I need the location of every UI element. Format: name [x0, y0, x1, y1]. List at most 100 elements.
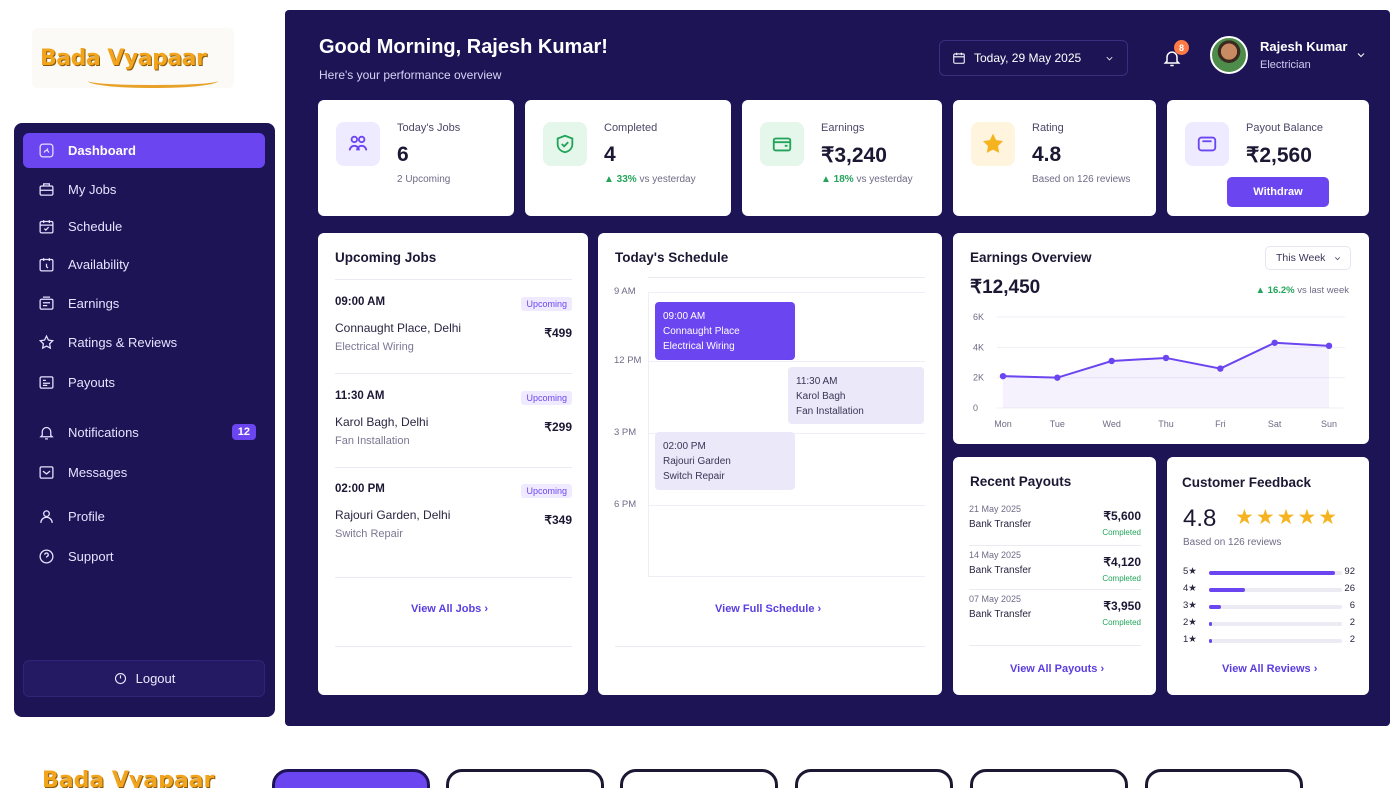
- card-title: Recent Payouts: [970, 474, 1072, 489]
- page-subtitle: Here's your performance overview: [319, 68, 502, 82]
- schedule-event[interactable]: 11:30 AM Karol Bagh Fan Installation: [788, 367, 924, 424]
- period-select[interactable]: This Week: [1265, 246, 1351, 270]
- rating-row: 1★ 2: [1183, 634, 1355, 645]
- bottom-thumbnail[interactable]: [446, 769, 604, 788]
- sidebar-item-label: Messages: [68, 465, 128, 480]
- withdraw-button[interactable]: Withdraw: [1227, 177, 1329, 207]
- rating-row: 4★ 26: [1183, 583, 1355, 594]
- bottom-thumbnail[interactable]: [1145, 769, 1303, 788]
- list-item[interactable]: 07 May 2025 Bank Transfer ₹3,950 Complet…: [969, 594, 1141, 627]
- data-point[interactable]: [1271, 339, 1278, 346]
- sidebar-item-ratings-reviews[interactable]: Ratings & Reviews: [23, 325, 265, 360]
- list-item[interactable]: 14 May 2025 Bank Transfer ₹4,120 Complet…: [969, 550, 1141, 583]
- sidebar-item-earnings[interactable]: Earnings: [23, 286, 265, 321]
- user-role: Electrician: [1260, 59, 1311, 71]
- stat-value: 6: [397, 143, 409, 166]
- rating-bar: [1209, 571, 1336, 575]
- bottom-thumbnail[interactable]: [795, 769, 953, 788]
- logout-icon: [114, 672, 126, 685]
- stat-sub: 2 Upcoming: [397, 174, 451, 185]
- rating-stars: ★★★★★: [1235, 506, 1340, 529]
- brand-logo[interactable]: Bada Vyapaar: [32, 28, 234, 88]
- view-all-payouts-link[interactable]: View All Payouts ›: [1010, 663, 1105, 675]
- bottom-thumbnail[interactable]: [620, 769, 778, 788]
- date-picker-value: Today, 29 May 2025: [974, 51, 1082, 65]
- data-point[interactable]: [1108, 357, 1115, 365]
- recent-payouts-card: Recent Payouts 21 May 2025 Bank Transfer…: [953, 457, 1156, 695]
- stat-card-completed: Completed 4 ▲ 33% vs yesterday: [525, 100, 731, 216]
- main-panel: Good Morning, Rajesh Kumar! Here's your …: [285, 10, 1390, 726]
- sidebar-item-availability[interactable]: Availability: [23, 247, 265, 282]
- view-all-reviews-link[interactable]: View All Reviews ›: [1222, 663, 1318, 675]
- sidebar-item-payouts[interactable]: Payouts: [23, 365, 265, 400]
- sidebar-item-schedule[interactable]: Schedule: [23, 209, 265, 244]
- message-icon: [37, 464, 55, 482]
- list-item[interactable]: 02:00 PM Upcoming Rajouri Garden, Delhi …: [335, 483, 572, 540]
- stat-label: Rating: [1032, 122, 1064, 134]
- card-title: Customer Feedback: [1182, 475, 1312, 490]
- data-point[interactable]: [1325, 342, 1333, 350]
- sidebar-item-label: Schedule: [68, 219, 123, 234]
- y-tick-label: 4K: [973, 342, 984, 352]
- view-full-schedule-link[interactable]: View Full Schedule ›: [715, 603, 822, 615]
- bottom-strip-logo: Bada Vyapaar: [42, 768, 215, 788]
- feedback-score: 4.8: [1183, 505, 1217, 532]
- view-all-jobs-link[interactable]: View All Jobs ›: [411, 603, 489, 615]
- sidebar-item-notifications[interactable]: Notifications 12: [23, 415, 265, 450]
- upcoming-jobs-card: Upcoming Jobs 09:00 AM Upcoming Connaugh…: [318, 233, 588, 695]
- bottom-thumbnail[interactable]: [970, 769, 1128, 788]
- y-tick-label: 6K: [973, 312, 984, 322]
- status-badge: Upcoming: [521, 391, 572, 405]
- sidebar-item-messages[interactable]: Messages: [23, 455, 265, 490]
- x-tick-label: Sun: [1321, 419, 1337, 429]
- x-tick-label: Wed: [1102, 419, 1120, 429]
- sidebar-item-label: Dashboard: [68, 143, 136, 158]
- date-picker[interactable]: Today, 29 May 2025: [939, 40, 1128, 76]
- list-item[interactable]: 09:00 AM Upcoming Connaught Place, Delhi…: [335, 296, 572, 353]
- card-title: Upcoming Jobs: [335, 250, 437, 265]
- user-menu-toggle[interactable]: [1355, 48, 1367, 60]
- data-point[interactable]: [1054, 374, 1061, 381]
- star-icon: [971, 122, 1015, 166]
- stat-sub: ▲ 18% vs yesterday: [821, 174, 913, 185]
- briefcase-icon: [37, 181, 55, 199]
- stat-value: ₹3,240: [821, 144, 887, 167]
- sidebar-item-support[interactable]: Support: [23, 539, 265, 574]
- avatar[interactable]: [1210, 36, 1248, 74]
- sidebar-item-label: Notifications: [68, 425, 139, 440]
- rating-bar: [1209, 588, 1245, 592]
- logout-label: Logout: [135, 671, 176, 686]
- notifications-button[interactable]: 8: [1162, 40, 1189, 70]
- customer-feedback-card: Customer Feedback 4.8 ★★★★★ Based on 126…: [1167, 457, 1369, 695]
- payout-card-icon: [1185, 122, 1229, 166]
- schedule-event[interactable]: 09:00 AM Connaught Place Electrical Wiri…: [655, 302, 795, 360]
- sidebar-item-label: My Jobs: [68, 182, 117, 197]
- sidebar: Dashboard My Jobs Schedule Availability …: [14, 123, 275, 717]
- stat-label: Earnings: [821, 122, 865, 134]
- data-point[interactable]: [1217, 365, 1224, 372]
- user-name: Rajesh Kumar: [1260, 39, 1348, 54]
- rating-row: 2★ 2: [1183, 617, 1355, 628]
- notification-badge: 8: [1174, 40, 1189, 55]
- payout-icon: [37, 374, 55, 392]
- schedule-event[interactable]: 02:00 PM Rajouri Garden Switch Repair: [655, 432, 795, 490]
- logout-button[interactable]: Logout: [23, 660, 265, 697]
- schedule-time-label: 3 PM: [614, 427, 637, 438]
- bottom-thumbnail[interactable]: [272, 769, 430, 788]
- data-point[interactable]: [999, 372, 1007, 380]
- sidebar-item-label: Support: [68, 549, 114, 564]
- sidebar-item-dashboard[interactable]: Dashboard: [23, 133, 265, 168]
- y-tick-label: 2K: [973, 373, 984, 383]
- sidebar-item-my-jobs[interactable]: My Jobs: [23, 172, 265, 207]
- stat-sub: ▲ 33% vs yesterday: [604, 174, 696, 185]
- list-item[interactable]: 11:30 AM Upcoming Karol Bagh, Delhi Fan …: [335, 390, 572, 447]
- page-title: Good Morning, Rajesh Kumar!: [319, 36, 608, 58]
- list-item[interactable]: 21 May 2025 Bank Transfer ₹5,600 Complet…: [969, 504, 1141, 537]
- schedule-time-label: 9 AM: [614, 286, 636, 297]
- earnings-total: ₹12,450: [970, 277, 1041, 298]
- notification-count-badge: 12: [231, 424, 256, 440]
- data-point[interactable]: [1162, 354, 1170, 362]
- sidebar-item-profile[interactable]: Profile: [23, 499, 265, 534]
- card-title: Today's Schedule: [615, 250, 729, 265]
- calendar-icon: [37, 218, 55, 236]
